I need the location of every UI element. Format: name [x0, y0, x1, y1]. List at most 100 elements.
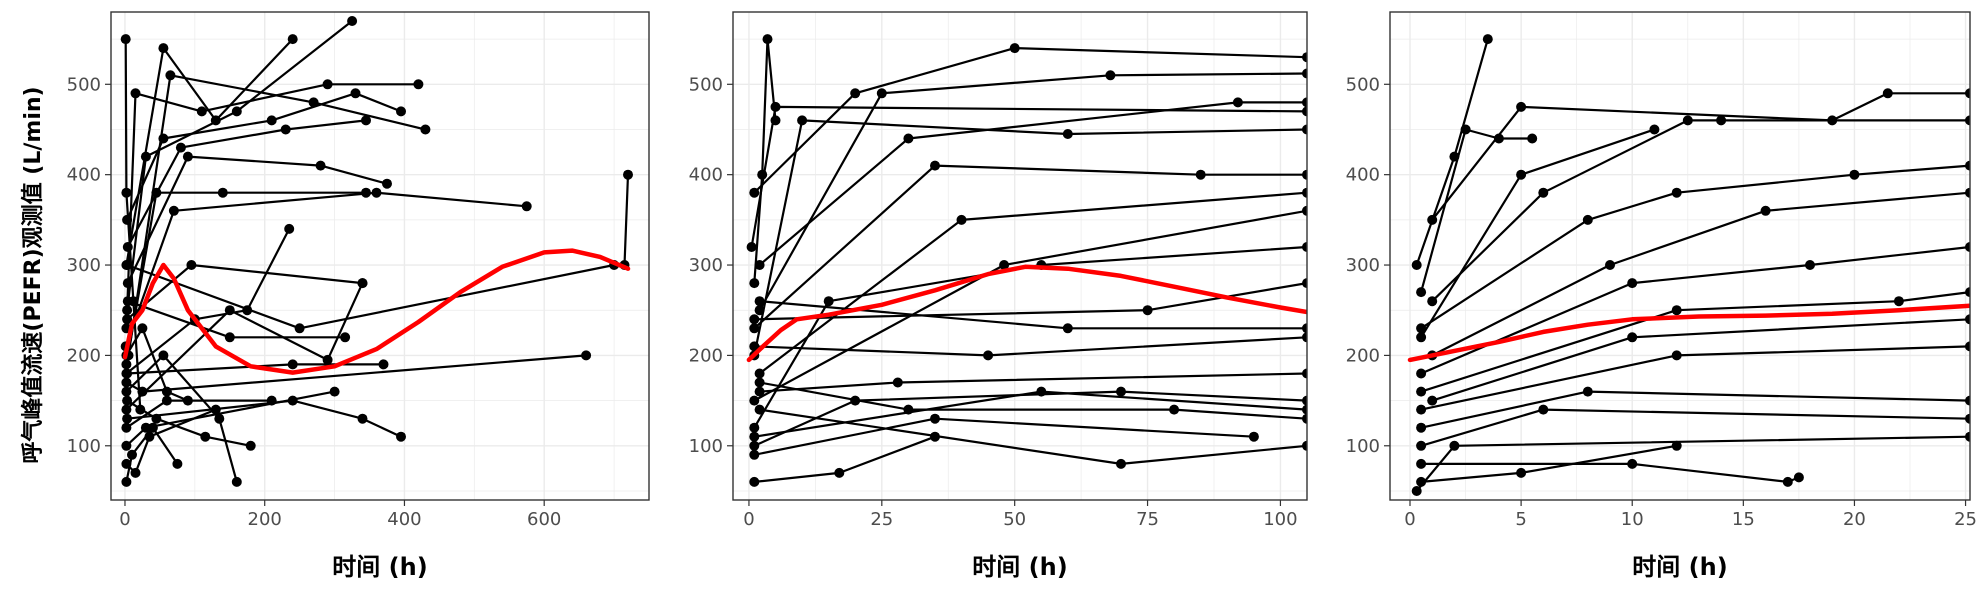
data-point — [1649, 124, 1660, 135]
data-point — [140, 151, 151, 162]
data-point — [1062, 323, 1073, 334]
plot-background — [733, 12, 1307, 500]
data-point — [122, 314, 133, 325]
individual-profile-line — [125, 426, 179, 483]
data-point — [1965, 287, 1970, 298]
data-point — [144, 431, 155, 442]
data-point — [1793, 472, 1804, 483]
data-point — [1760, 205, 1771, 216]
data-point — [1805, 260, 1815, 270]
data-point — [120, 34, 131, 45]
individual-profile-line — [126, 119, 367, 248]
x-tick-label: 400 — [387, 509, 421, 530]
data-point — [122, 242, 133, 252]
data-point — [137, 323, 148, 334]
data-point — [1416, 332, 1427, 343]
data-point — [1965, 395, 1970, 406]
data-point — [130, 88, 141, 99]
data-point — [1302, 68, 1307, 79]
trend-line — [122, 248, 631, 375]
data-point — [1416, 440, 1427, 451]
data-point — [340, 332, 351, 343]
data-point — [1965, 187, 1970, 198]
data-point — [1627, 458, 1638, 469]
data-point — [121, 440, 132, 451]
data-point — [1116, 458, 1126, 469]
individual-profile-line — [1420, 128, 1533, 293]
x-tick-label: 20 — [1843, 509, 1866, 530]
data-point — [1248, 431, 1259, 442]
data-point — [754, 404, 765, 415]
data-point — [1416, 458, 1427, 469]
y-tick-label: 200 — [67, 345, 101, 366]
y-tick-label: 500 — [67, 74, 101, 95]
data-point — [1965, 413, 1970, 424]
data-point — [823, 296, 834, 307]
data-point — [168, 205, 179, 216]
data-point — [214, 413, 225, 424]
data-point — [581, 350, 592, 361]
data-point — [1965, 115, 1970, 126]
data-point — [396, 106, 406, 117]
data-point — [140, 422, 151, 433]
data-layer — [746, 34, 1307, 487]
data-point — [121, 359, 132, 370]
data-point — [127, 449, 137, 460]
data-point — [396, 431, 406, 442]
y-tick-label: 200 — [1346, 345, 1380, 366]
data-point — [294, 323, 305, 334]
data-point — [1427, 296, 1438, 307]
data-point — [1671, 440, 1682, 451]
data-point — [1009, 43, 1020, 54]
data-point — [165, 70, 176, 81]
individual-profile-line — [758, 101, 1307, 266]
data-point — [1965, 242, 1970, 252]
trend-line — [746, 264, 1307, 363]
data-point — [1965, 314, 1970, 325]
data-point — [357, 278, 368, 289]
data-point — [754, 377, 765, 388]
y-tick-label: 400 — [67, 165, 101, 186]
plot-background — [1390, 12, 1970, 500]
data-point — [322, 79, 333, 90]
individual-profile-line — [753, 119, 1307, 356]
data-point — [147, 422, 158, 433]
individual-profile-line — [1420, 245, 1970, 375]
individual-profile-line — [758, 72, 1307, 311]
individual-profile-line — [126, 399, 402, 438]
data-point — [121, 187, 132, 198]
individual-profile-line — [753, 46, 1307, 194]
individual-profile-line — [125, 228, 291, 375]
data-point — [161, 395, 172, 406]
data-point — [749, 314, 760, 325]
data-point — [130, 467, 141, 478]
data-point — [122, 296, 133, 307]
data-point — [121, 476, 132, 487]
data-point — [158, 133, 169, 144]
data-point — [1302, 368, 1307, 379]
x-axis-label: 时间 (h) — [332, 553, 427, 581]
data-point — [999, 260, 1010, 270]
data-point — [413, 79, 424, 90]
data-point — [749, 323, 760, 334]
data-point — [1605, 260, 1615, 270]
data-point — [930, 431, 940, 442]
individual-profile-line — [753, 37, 777, 284]
y-tick-label: 100 — [689, 436, 723, 457]
x-tick-label: 200 — [248, 509, 282, 530]
x-tick-label: 5 — [1515, 509, 1526, 530]
data-point — [623, 169, 633, 180]
x-tick-label: 0 — [1404, 509, 1415, 530]
data-point — [284, 223, 295, 234]
y-tick-label: 200 — [689, 345, 723, 366]
data-point — [757, 169, 768, 180]
x-tick-label: 100 — [1263, 509, 1297, 530]
data-point — [161, 386, 172, 397]
data-point — [1527, 133, 1538, 144]
panel-2: 100 200 300 400 500 0 25 50 75 100 时间 (h) — [689, 11, 1308, 581]
x-tick-label: 50 — [1003, 509, 1026, 530]
data-point — [329, 386, 340, 397]
data-point — [122, 260, 133, 270]
data-point — [224, 305, 235, 316]
x-axis-label: 时间 (h) — [972, 553, 1067, 581]
